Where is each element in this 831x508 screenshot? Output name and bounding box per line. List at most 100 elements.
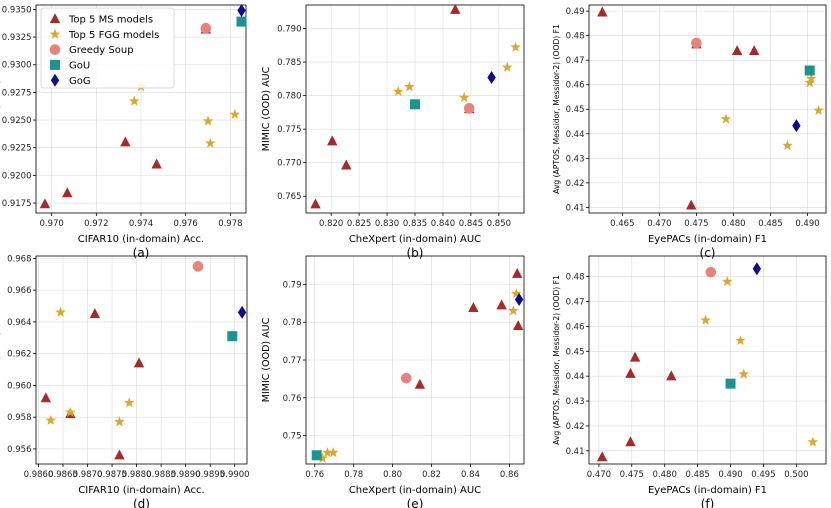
y-axis-label: Avg (APTOS, Messidor, Messidor-2) (OOD) … (552, 275, 561, 445)
y-tick-label: 0.968 (7, 254, 31, 264)
point-top-5-fgg-models (721, 276, 733, 287)
point-top-5-fgg-models (807, 436, 819, 447)
point-top-5-fgg-models (128, 95, 140, 106)
point-top-5-ms-models (414, 378, 426, 389)
point-top-5-ms-models (512, 320, 524, 331)
x-tick-label: 0.978 (218, 219, 242, 229)
point-top-5-ms-models (62, 187, 73, 198)
point-top-5-fgg-models (510, 288, 522, 299)
point-top-5-ms-models (114, 449, 125, 460)
y-tick-label: 0.47 (566, 298, 585, 308)
x-tick-label: 0.9875 (97, 470, 127, 480)
panel-caption: (e) (407, 497, 424, 508)
point-top-5-ms-models (151, 158, 162, 169)
point-top-5-ms-models (686, 199, 697, 210)
plot-frame (588, 255, 827, 465)
y-tick-label: 0.9275 (2, 88, 32, 98)
y-tick-label: 0.958 (7, 413, 31, 423)
point-top-5-fgg-models (735, 334, 746, 346)
y-tick-label: 0.42 (566, 422, 585, 432)
x-tick-label: 0.9890 (171, 470, 201, 480)
y-tick-label: 0.962 (7, 350, 31, 360)
y-tick-label: 0.49 (566, 7, 585, 17)
x-tick-label: 0.9870 (73, 470, 103, 480)
x-tick-label: 0.475 (620, 470, 644, 480)
x-tick-label: 0.76 (305, 470, 324, 480)
point-gou (227, 331, 238, 342)
point-top-5-fgg-models (458, 91, 470, 103)
point-gou (311, 450, 322, 461)
y-tick-label: 0.46 (566, 322, 585, 332)
point-top-5-fgg-models (322, 447, 333, 458)
y-tick-label: 0.43 (566, 397, 585, 407)
plot-frame (588, 4, 827, 214)
point-top-5-fgg-models (720, 113, 732, 124)
point-top-5-fgg-models (501, 61, 513, 72)
legend-label: Greedy Soup (69, 45, 134, 56)
x-tick-label: 0.82 (422, 470, 441, 480)
panel-caption: (a) (133, 246, 150, 260)
y-tick-label: 0.790 (277, 24, 301, 34)
y-axis-label: Avg (APTOS, Messidor, Messidor-2) (OOD) … (552, 24, 561, 194)
point-greedy-soup (705, 266, 717, 278)
y-tick-label: 0.960 (7, 381, 31, 391)
plot-frame (35, 4, 247, 214)
point-top-5-ms-models (666, 370, 677, 381)
x-tick-label: 0.80 (383, 470, 402, 480)
point-greedy-soup (691, 37, 702, 49)
y-tick-label: 0.780 (277, 92, 301, 102)
x-axis-label: CheXpert (in-domain) AUC (349, 485, 481, 496)
panel-caption: (b) (407, 246, 424, 260)
point-greedy-soup (463, 103, 475, 114)
point-top-5-fgg-models (204, 137, 216, 148)
y-tick-label: 0.956 (7, 445, 31, 455)
y-tick-label: 0.45 (566, 347, 585, 357)
point-top-5-fgg-models (327, 447, 339, 458)
y-tick-label: 0.45 (566, 105, 585, 115)
point-top-5-fgg-models (510, 41, 521, 52)
chart-panel-d: 0.98600.98650.98700.98750.98800.98850.98… (0, 254, 250, 508)
y-axis-label: MIMIC (OOD) AUC (261, 317, 272, 402)
x-tick-label: 0.495 (751, 470, 775, 480)
y-tick-label: 0.43 (566, 154, 585, 164)
y-tick-label: 0.77 (283, 356, 302, 366)
chart-panel-c: 0.465 0.470 0.475 0.480 0.485 0.490 0.41 0.42 0.… (552, 4, 827, 260)
point-greedy-soup (200, 22, 212, 34)
legend-marker-circle (49, 44, 61, 55)
x-tick-label: 0.970 (39, 219, 63, 229)
point-gog (487, 70, 496, 84)
y-tick-label: 0.44 (566, 372, 585, 382)
x-tick-label: 0.86 (500, 470, 519, 480)
legend-marker-triangle (49, 13, 61, 24)
point-gou (725, 378, 736, 389)
point-top-5-ms-models (341, 159, 352, 170)
point-top-5-fgg-models (229, 108, 241, 120)
y-tick-label: 0.48 (566, 32, 585, 42)
point-top-5-ms-models (40, 392, 52, 403)
point-top-5-fgg-models (202, 115, 214, 126)
legend-label: GoU (69, 61, 90, 72)
y-tick-label: 0.75 (283, 432, 302, 442)
point-gou (410, 99, 420, 110)
point-gog (237, 4, 246, 18)
legend-label: Top 5 FGG models (68, 30, 159, 41)
point-top-5-ms-models (310, 198, 321, 209)
x-axis-label: CheXpert (in-domain) AUC (349, 234, 481, 245)
point-top-5-fgg-models (700, 314, 711, 325)
x-tick-label: 0.485 (685, 470, 709, 480)
chart-panel-b: 0.820 0.825 0.830 0.835 0.840 0.845 0.850 0.765… (261, 3, 525, 260)
y-tick-label: 0.9225 (2, 144, 32, 154)
y-tick-label: 0.9200 (2, 171, 32, 181)
legend-box (40, 7, 175, 89)
point-top-5-ms-models (597, 6, 608, 17)
y-tick-label: 0.9250 (2, 116, 32, 126)
x-tick-label: 0.976 (174, 219, 198, 229)
point-top-5-fgg-models (804, 77, 816, 88)
legend-marker-star (49, 28, 61, 39)
y-tick-label: 0.47 (566, 56, 585, 66)
y-tick-label: 0.42 (566, 179, 585, 189)
panel-caption: (f) (701, 497, 715, 508)
legend-label: GoG (69, 76, 91, 87)
x-tick-label: 0.9865 (48, 470, 78, 480)
plot-frame (305, 255, 525, 465)
